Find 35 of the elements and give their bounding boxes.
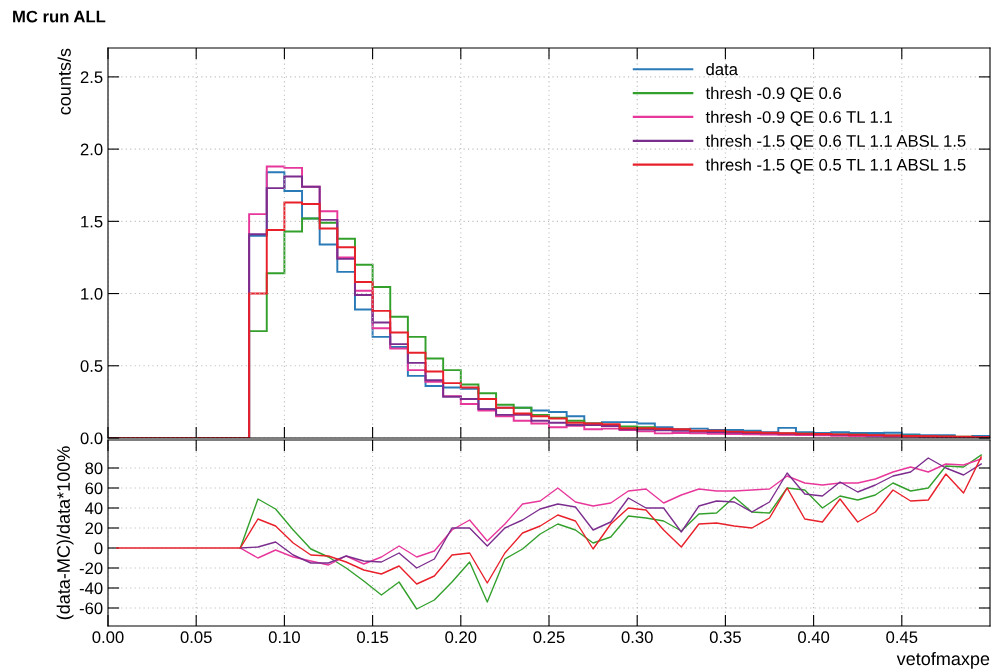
x-tick-label: 0.25 (533, 631, 565, 644)
x-tick-label: 0.05 (180, 631, 212, 644)
x-tick-label: 0.35 (709, 631, 741, 644)
y-tick-label: 40 (84, 502, 103, 515)
x-tick-label: 0.45 (886, 631, 918, 644)
x-tick-label: 0.15 (357, 631, 389, 644)
y-axis-title: (data-MC)/data*100% (56, 446, 74, 620)
legend-label: thresh -1.5 QE 0.6 TL 1.1 ABSL 1.5 (705, 134, 966, 150)
y-tick-label: 2.5 (80, 71, 103, 84)
y-axis-title: counts/s (57, 48, 71, 115)
y-tick-label: 2.0 (80, 143, 103, 156)
chart-title: MC run ALL (13, 10, 106, 23)
y-tick-label: -20 (79, 562, 103, 575)
x-tick-label: 0.40 (798, 631, 830, 644)
y-tick-label: 60 (85, 482, 103, 495)
y-tick-label: 20 (85, 522, 103, 535)
y-tick-label: 0.5 (80, 360, 103, 372)
y-tick-label: 0.0 (80, 432, 103, 445)
line-series (116, 456, 982, 585)
x-tick-label: 0.20 (445, 631, 477, 644)
x-axis-title: vetofmaxpe (896, 651, 990, 669)
y-tick-label: 1.5 (81, 215, 103, 228)
y-tick-label: 1.0 (81, 287, 103, 300)
x-tick-label: 0.10 (268, 631, 300, 644)
line-series (239, 454, 982, 610)
y-tick-label: 80 (85, 462, 103, 475)
legend-label: thresh -0.9 QE 0.6 (705, 86, 841, 103)
y-tick-label: -40 (79, 582, 103, 595)
legend-label: thresh -0.9 QE 0.6 TL 1.1 (705, 110, 892, 126)
y-tick-label: -60 (79, 602, 103, 615)
legend-label: thresh -1.5 QE 0.5 TL 1.1 ABSL 1.5 (705, 158, 966, 174)
x-tick-label: 0.00 (92, 631, 124, 644)
x-tick-label: 0.30 (621, 631, 653, 644)
y-tick-label: 0 (94, 542, 103, 555)
legend-label: data (706, 63, 738, 76)
